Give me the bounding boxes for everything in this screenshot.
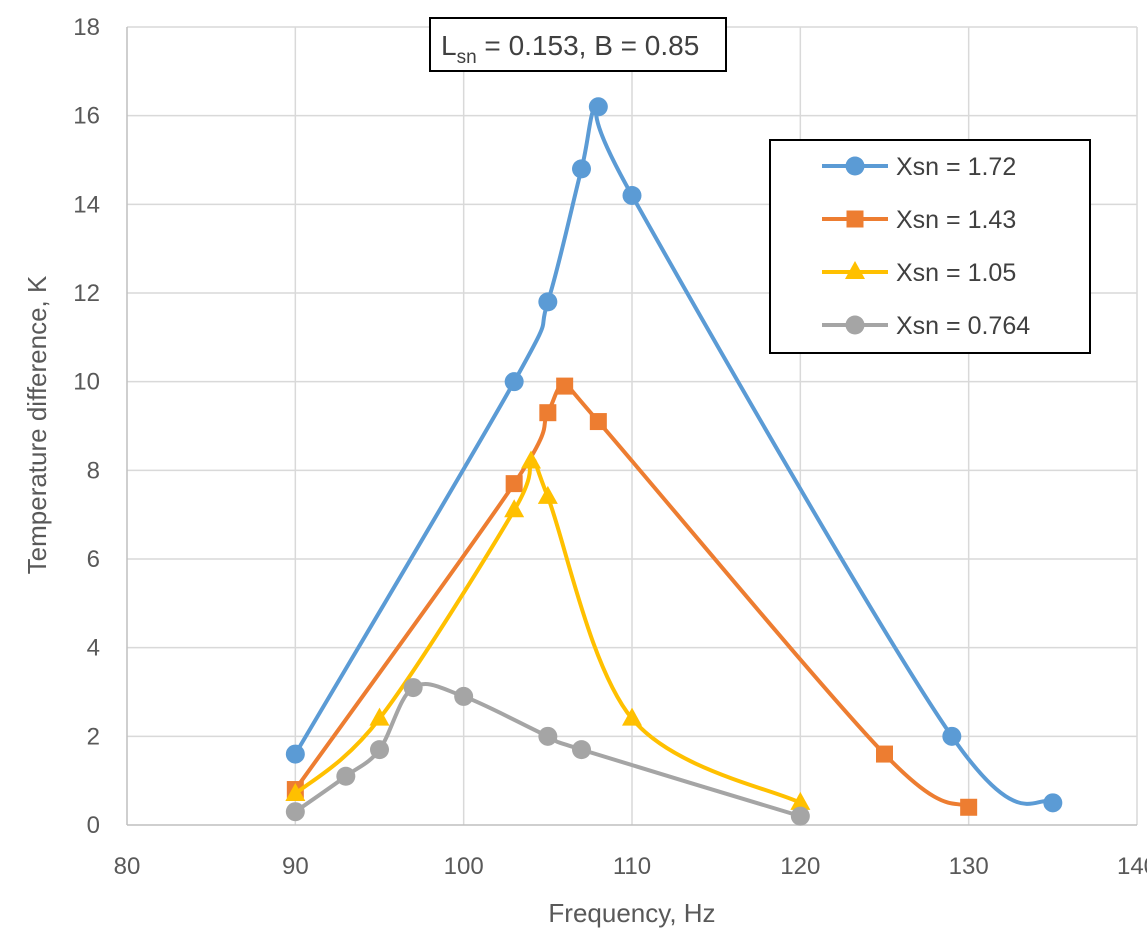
x-tick-90: 90 [282, 853, 309, 880]
legend-item-1: Xsn = 1.43 [822, 206, 1016, 234]
series-3-point-4 [454, 686, 474, 706]
series-0-point-0 [285, 744, 305, 764]
legend-item-3: Xsn = 0.764 [822, 312, 1030, 340]
series-2-point-3 [521, 450, 541, 469]
series-3-point-3 [403, 678, 423, 698]
y-tick-6: 6 [87, 546, 100, 573]
series-2 [285, 450, 811, 810]
y-tick-14: 14 [73, 191, 100, 218]
series-3-point-0 [285, 802, 305, 822]
series-0-point-1 [504, 372, 524, 392]
annotation-main: L [441, 30, 457, 61]
legend-label-3: Xsn = 0.764 [896, 312, 1030, 340]
y-axis-label: Temperature difference, K [22, 275, 52, 574]
series-0-point-6 [942, 726, 962, 746]
series-1-point-5 [876, 745, 893, 763]
series-1-point-1 [505, 475, 523, 493]
legend-swatch-marker-1 [846, 210, 864, 228]
series-2-point-0 [285, 782, 306, 801]
y-tick-12: 12 [73, 280, 100, 307]
series-3 [285, 678, 810, 826]
y-tick-16: 16 [73, 103, 100, 130]
annotation-subscript: sn [457, 47, 477, 68]
series-1-point-6 [960, 798, 978, 816]
legend: Xsn = 1.72 Xsn = 1.43 Xsn = 1.05 Xsn = 0.7… [769, 139, 1091, 354]
x-tick-120: 120 [780, 853, 820, 880]
legend-swatch-marker-3 [845, 315, 865, 335]
series-3-point-2 [370, 740, 389, 760]
y-tick-4: 4 [87, 635, 100, 662]
series-0 [285, 97, 1063, 813]
legend-item-2: Xsn = 1.05 [822, 259, 1016, 287]
annotation-rest: = 0.153, B = 0.85 [477, 30, 700, 61]
series-0-point-5 [622, 185, 642, 205]
y-tick-18: 18 [73, 14, 100, 41]
y-tick-10: 10 [73, 369, 100, 396]
series-2-point-1 [369, 707, 390, 726]
x-axis-label: Frequency, Hz [548, 898, 715, 928]
y-tick-labels: 0 2 4 6 8 10 12 14 16 18 [73, 14, 100, 839]
series-0-point-7 [1043, 793, 1063, 813]
legend-label-2: Xsn = 1.05 [896, 259, 1016, 287]
series-0-point-4 [588, 97, 608, 117]
annotation-box [429, 17, 727, 72]
x-tick-80: 80 [114, 853, 141, 880]
series-2-point-2 [504, 499, 525, 518]
legend-swatch-marker-2 [845, 261, 865, 279]
x-tick-100: 100 [444, 853, 484, 880]
series-0-point-2 [538, 292, 558, 312]
series-0-point-3 [572, 159, 591, 179]
series-1-point-4 [589, 413, 607, 431]
legend-box [769, 139, 1091, 354]
series-3-point-7 [790, 806, 810, 826]
series-3-point-6 [572, 740, 591, 760]
series-1-point-2 [539, 404, 557, 422]
parameter-annotation: Lsn = 0.153, B = 0.85 [429, 17, 727, 72]
axes [126, 27, 1137, 826]
series-1-point-3 [556, 377, 574, 395]
series-3-point-5 [538, 726, 558, 746]
x-tick-labels: 80 90 100 110 120 130 140 [114, 853, 1147, 880]
series-2-point-4 [537, 485, 558, 504]
series-3-point-1 [336, 766, 356, 786]
legend-swatch-marker-0 [845, 156, 865, 176]
legend-label-0: Xsn = 1.72 [896, 153, 1016, 181]
x-tick-140: 140 [1117, 853, 1147, 880]
legend-label-1: Xsn = 1.43 [896, 206, 1016, 234]
series-layer [285, 97, 1063, 826]
x-tick-110: 110 [613, 853, 651, 880]
annotation-text: Lsn = 0.153, B = 0.85 [441, 30, 699, 68]
y-tick-0: 0 [87, 812, 100, 839]
series-2-point-6 [790, 791, 811, 810]
y-tick-8: 8 [87, 457, 100, 484]
series-2-point-5 [622, 707, 642, 726]
grid [127, 26, 1138, 825]
legend-item-0: Xsn = 1.72 [822, 153, 1016, 181]
y-tick-2: 2 [87, 723, 100, 750]
x-tick-130: 130 [949, 853, 989, 880]
